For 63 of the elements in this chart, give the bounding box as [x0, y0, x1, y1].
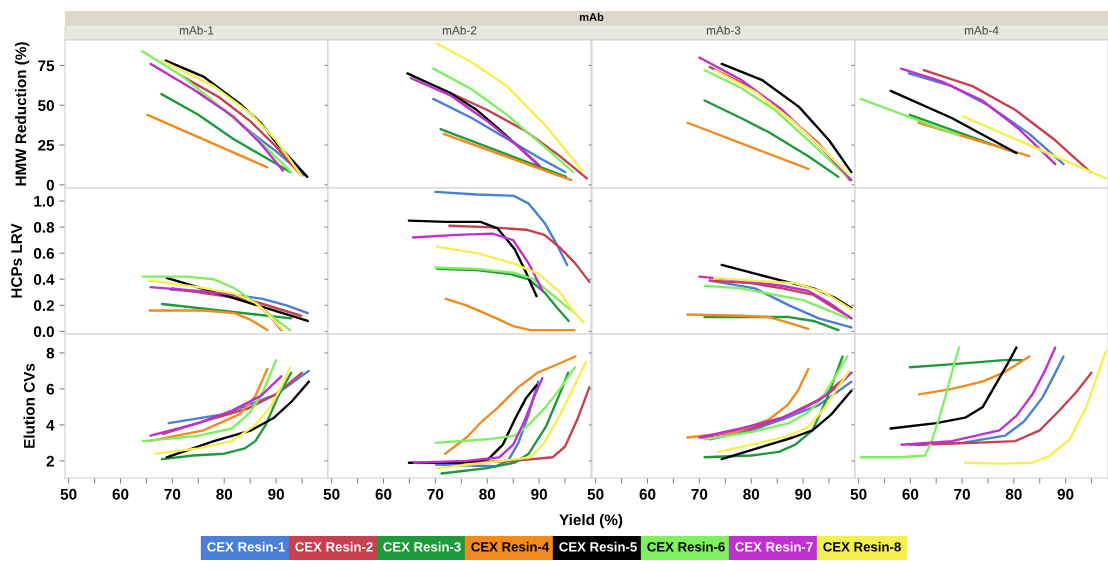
- x-tick-label: 70: [164, 488, 181, 500]
- x-axis-title: Yield (%): [559, 514, 623, 529]
- y-tick-label: 4: [46, 419, 55, 431]
- line-series: [165, 380, 310, 459]
- line-series: [141, 358, 278, 443]
- line-series: [148, 309, 269, 332]
- x-tick-label: 60: [639, 488, 656, 500]
- x-tick-label: 80: [743, 488, 760, 500]
- x-tick-label: 90: [1057, 488, 1074, 500]
- line-series: [149, 62, 285, 172]
- x-tick-label: 80: [479, 488, 496, 500]
- y-axis-title: HCPs LRV: [11, 223, 22, 298]
- x-tick-label: 80: [216, 488, 233, 500]
- chart-title: mAb-2: [442, 25, 477, 35]
- line-series: [167, 369, 310, 425]
- y-tick-label: 50: [38, 100, 54, 111]
- text: CEX Resin-5: [559, 541, 637, 552]
- x-tick-label: 60: [902, 488, 919, 500]
- text: CEX Resin-8: [823, 541, 901, 552]
- text: CEX Resin-1: [207, 541, 285, 552]
- text: CEX Resin-2: [295, 541, 373, 552]
- x-tick-label: 50: [587, 488, 604, 500]
- line-series: [149, 375, 283, 437]
- text: CEX Resin-4: [471, 541, 550, 552]
- y-tick-label: 75: [38, 60, 55, 72]
- x-tick-label: 50: [60, 488, 77, 500]
- text: CEX Resin-7: [735, 541, 813, 552]
- line-series: [160, 371, 293, 461]
- x-tick-label: 50: [850, 488, 867, 500]
- x-tick-label: 90: [795, 488, 811, 500]
- y-tick-label: 0.0: [33, 326, 54, 338]
- x-tick-label: 60: [375, 488, 392, 500]
- line-series: [161, 371, 304, 436]
- x-tick-label: 60: [112, 488, 129, 500]
- line-series: [141, 275, 292, 332]
- chart-title: mAb-3: [706, 25, 741, 35]
- y-axis-title: HMW Reduction (%): [15, 42, 30, 186]
- line-series: [141, 49, 293, 174]
- x-tick-label: 70: [427, 488, 444, 500]
- y-tick-label: 1.0: [34, 195, 54, 207]
- x-tick-label: 90: [531, 488, 547, 500]
- chart-title: mAb-4: [964, 25, 999, 35]
- y-tick-label: 6: [46, 383, 55, 395]
- x-tick-label: 50: [323, 488, 340, 500]
- x-tick-label: 80: [1005, 488, 1022, 500]
- y-tick-label: 8: [46, 347, 55, 359]
- line-series: [160, 92, 292, 174]
- y-axis-title: Elution CVs: [23, 363, 35, 448]
- text: CEX Resin-6: [647, 541, 725, 552]
- chart-title: mAb-1: [179, 25, 214, 35]
- line-series: [154, 366, 292, 455]
- y-tick-label: 0: [46, 179, 54, 191]
- text: CEX Resin-3: [383, 541, 461, 552]
- y-tick-label: 0.4: [33, 274, 55, 285]
- x-tick-label: 70: [954, 488, 970, 500]
- x-tick-label: 90: [268, 488, 284, 500]
- x-tick-label: 70: [691, 488, 708, 500]
- text: mAb: [579, 12, 604, 21]
- y-tick-label: 0.8: [33, 221, 55, 233]
- y-tick-label: 0.2: [33, 300, 54, 312]
- y-tick-label: 2: [46, 455, 54, 467]
- y-tick-label: 0.6: [33, 248, 55, 259]
- y-tick-label: 25: [38, 139, 55, 151]
